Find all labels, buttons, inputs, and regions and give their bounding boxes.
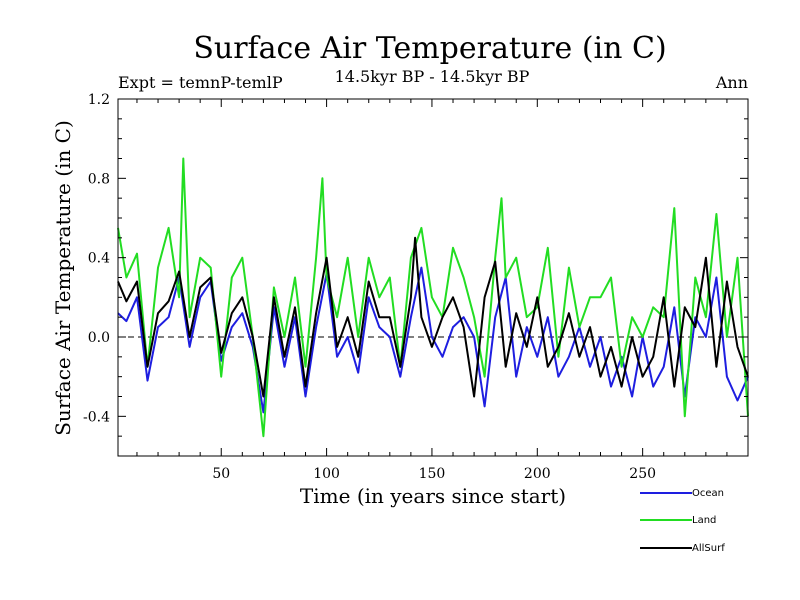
x-tick-label: 150: [419, 466, 446, 482]
x-tick-label: 50: [212, 466, 230, 482]
y-tick-label: 1.2: [88, 92, 110, 108]
chart-title: Surface Air Temperature (in C): [193, 31, 666, 66]
period-label: 14.5kyr BP - 14.5kyr BP: [335, 67, 530, 86]
x-tick-label: 250: [629, 466, 656, 482]
y-tick-label: 0.0: [88, 330, 110, 346]
legend-label-land: Land: [692, 515, 716, 526]
plot-frame: [117, 98, 749, 457]
x-axis-label: Time (in years since start): [300, 484, 566, 508]
axis-ticks: 50 100 150 200 250 -0.4 0.0 0.4 0.8 1.2: [83, 92, 749, 482]
y-tick-label: 0.8: [88, 171, 110, 187]
y-tick-label: -0.4: [83, 409, 110, 425]
y-tick-label: 0.4: [88, 251, 110, 267]
season-label: Ann: [715, 73, 748, 92]
y-axis-label: Surface Air Temperature (in C): [51, 120, 75, 436]
x-tick-label: 200: [524, 466, 551, 482]
legend-label-allsurf: AllSurf: [692, 543, 725, 554]
x-tick-label: 100: [313, 466, 340, 482]
legend: Ocean Land AllSurf: [640, 488, 725, 554]
plot-area: [117, 157, 749, 438]
series-line-allsurf: [117, 236, 749, 398]
experiment-label: Expt = temnP-temlP: [118, 73, 283, 92]
legend-label-ocean: Ocean: [692, 488, 724, 499]
